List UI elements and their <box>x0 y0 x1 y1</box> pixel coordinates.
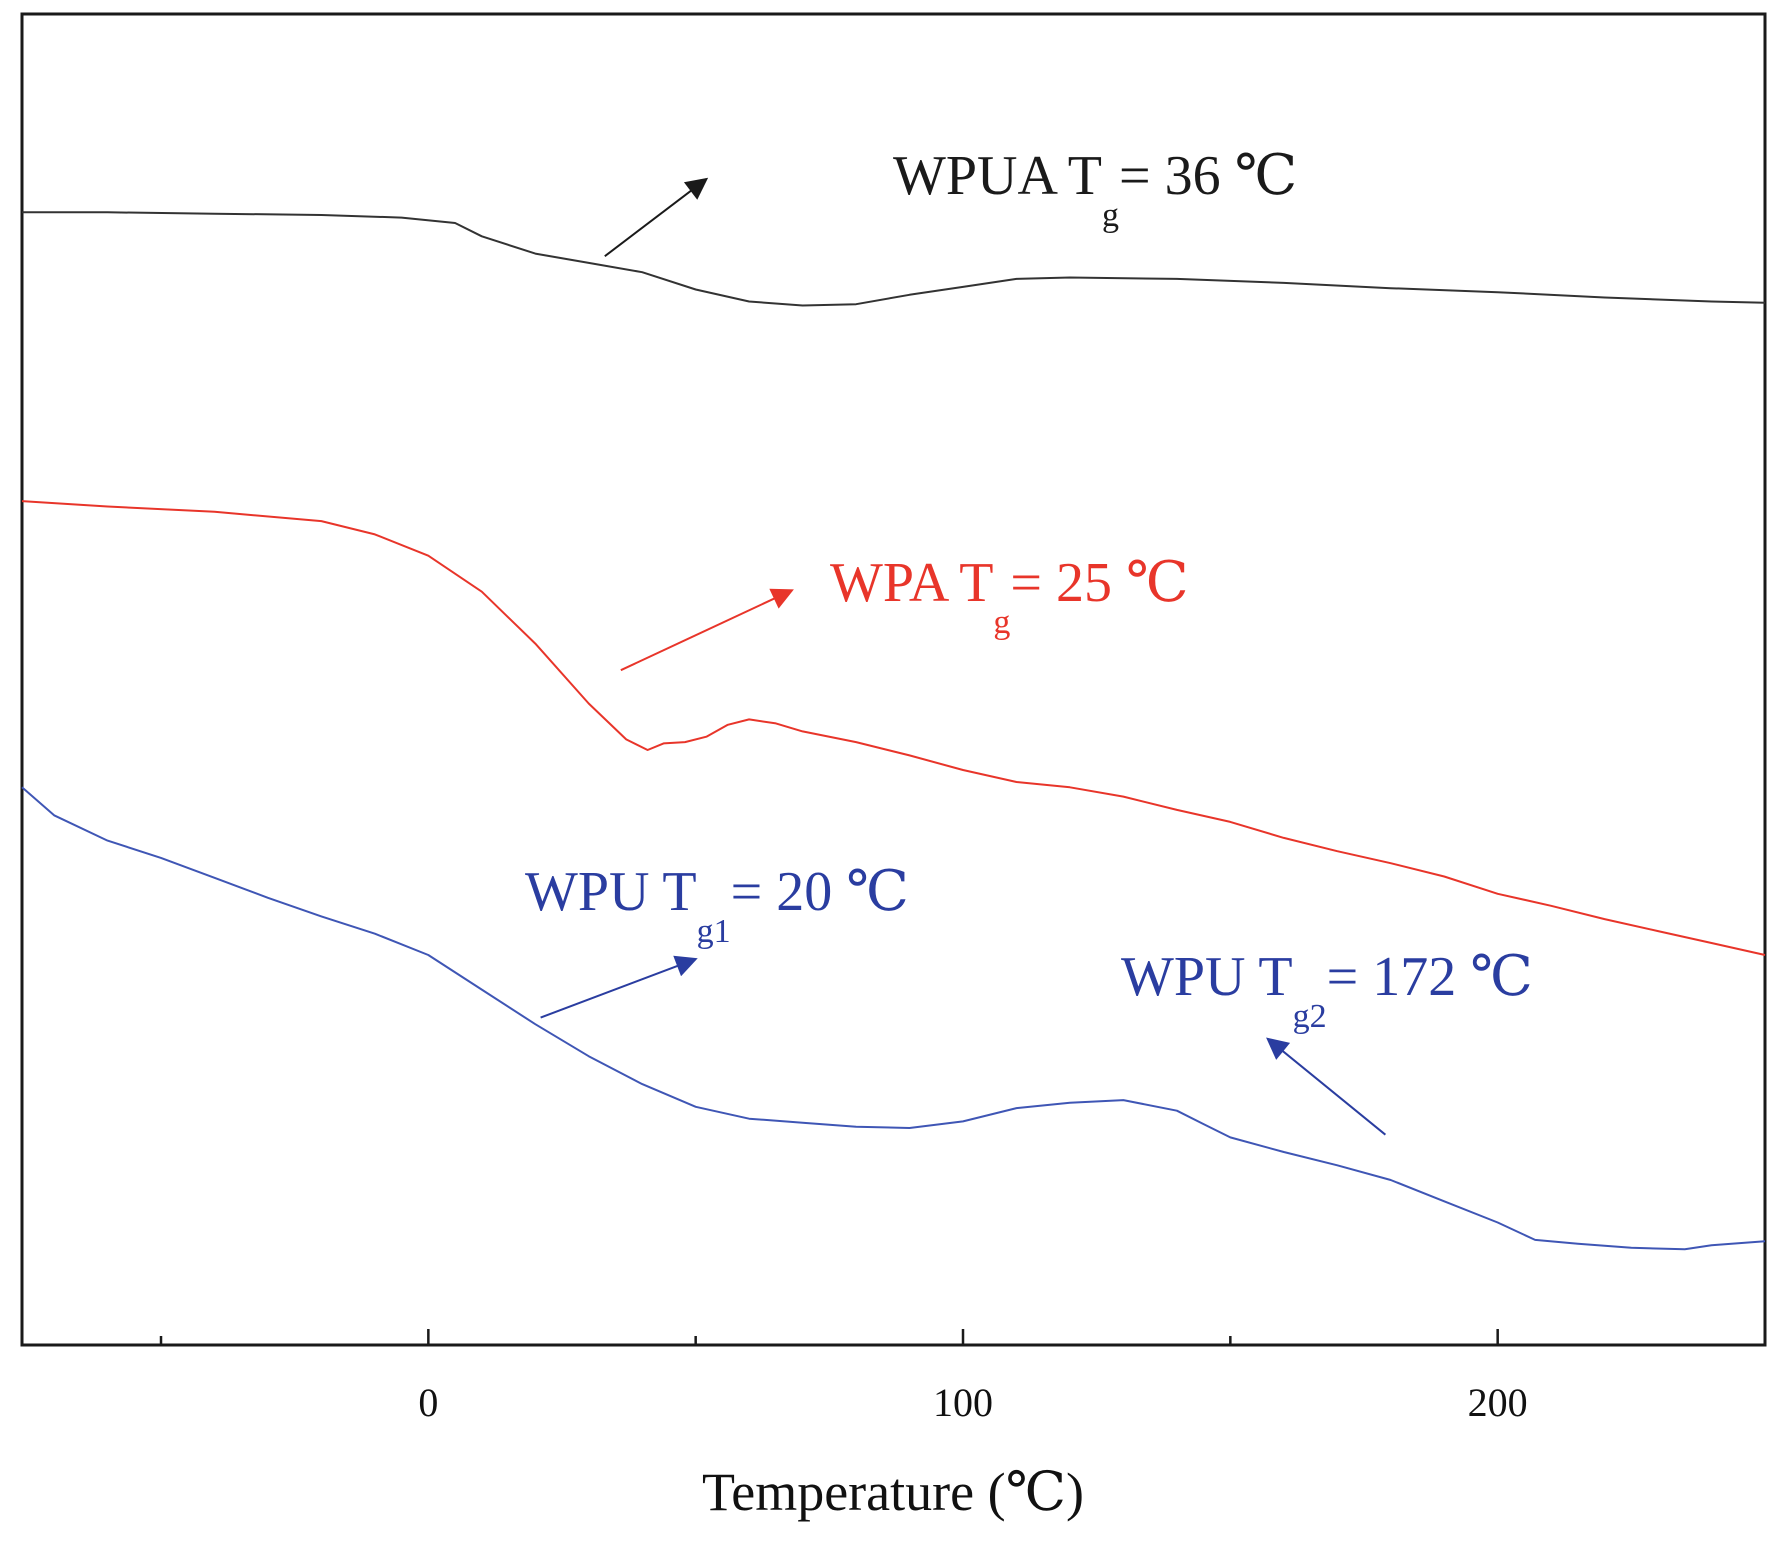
series-line-wpa <box>21 500 1766 956</box>
plot-area <box>20 12 1767 1347</box>
annotation-arrow-wpu <box>540 955 698 1019</box>
annotation-layer: WPUA Tg= 36 ℃ WPA Tg= 25 ℃ WPU Tg1= 20 ℃ WP… <box>525 145 1533 1136</box>
series-line-wpua <box>22 211 1766 307</box>
annotation-label-wpu: WPU Tg1= 20 ℃ <box>525 861 909 950</box>
annotation-arrow-wpa <box>620 588 794 672</box>
x-axis-title: Temperature (℃) <box>702 1462 1084 1522</box>
annotation-arrow-wpua <box>604 177 709 258</box>
annotation-arrow-wpu <box>1266 1037 1387 1136</box>
series-line-wpu <box>21 786 1766 1251</box>
annotation-label-wpua: WPUA Tg= 36 ℃ <box>893 145 1297 234</box>
x-tick-label: 200 <box>1468 1380 1528 1425</box>
x-tick-label: 0 <box>418 1380 438 1425</box>
annotation-label-wpu: WPU Tg2= 172 ℃ <box>1121 946 1533 1035</box>
x-tick-label: 100 <box>933 1380 993 1425</box>
x-axis-ticks: 0 100 200 <box>159 1329 1767 1425</box>
series-layer <box>21 211 1766 1251</box>
annotation-label-wpa: WPA Tg= 25 ℃ <box>830 552 1189 641</box>
